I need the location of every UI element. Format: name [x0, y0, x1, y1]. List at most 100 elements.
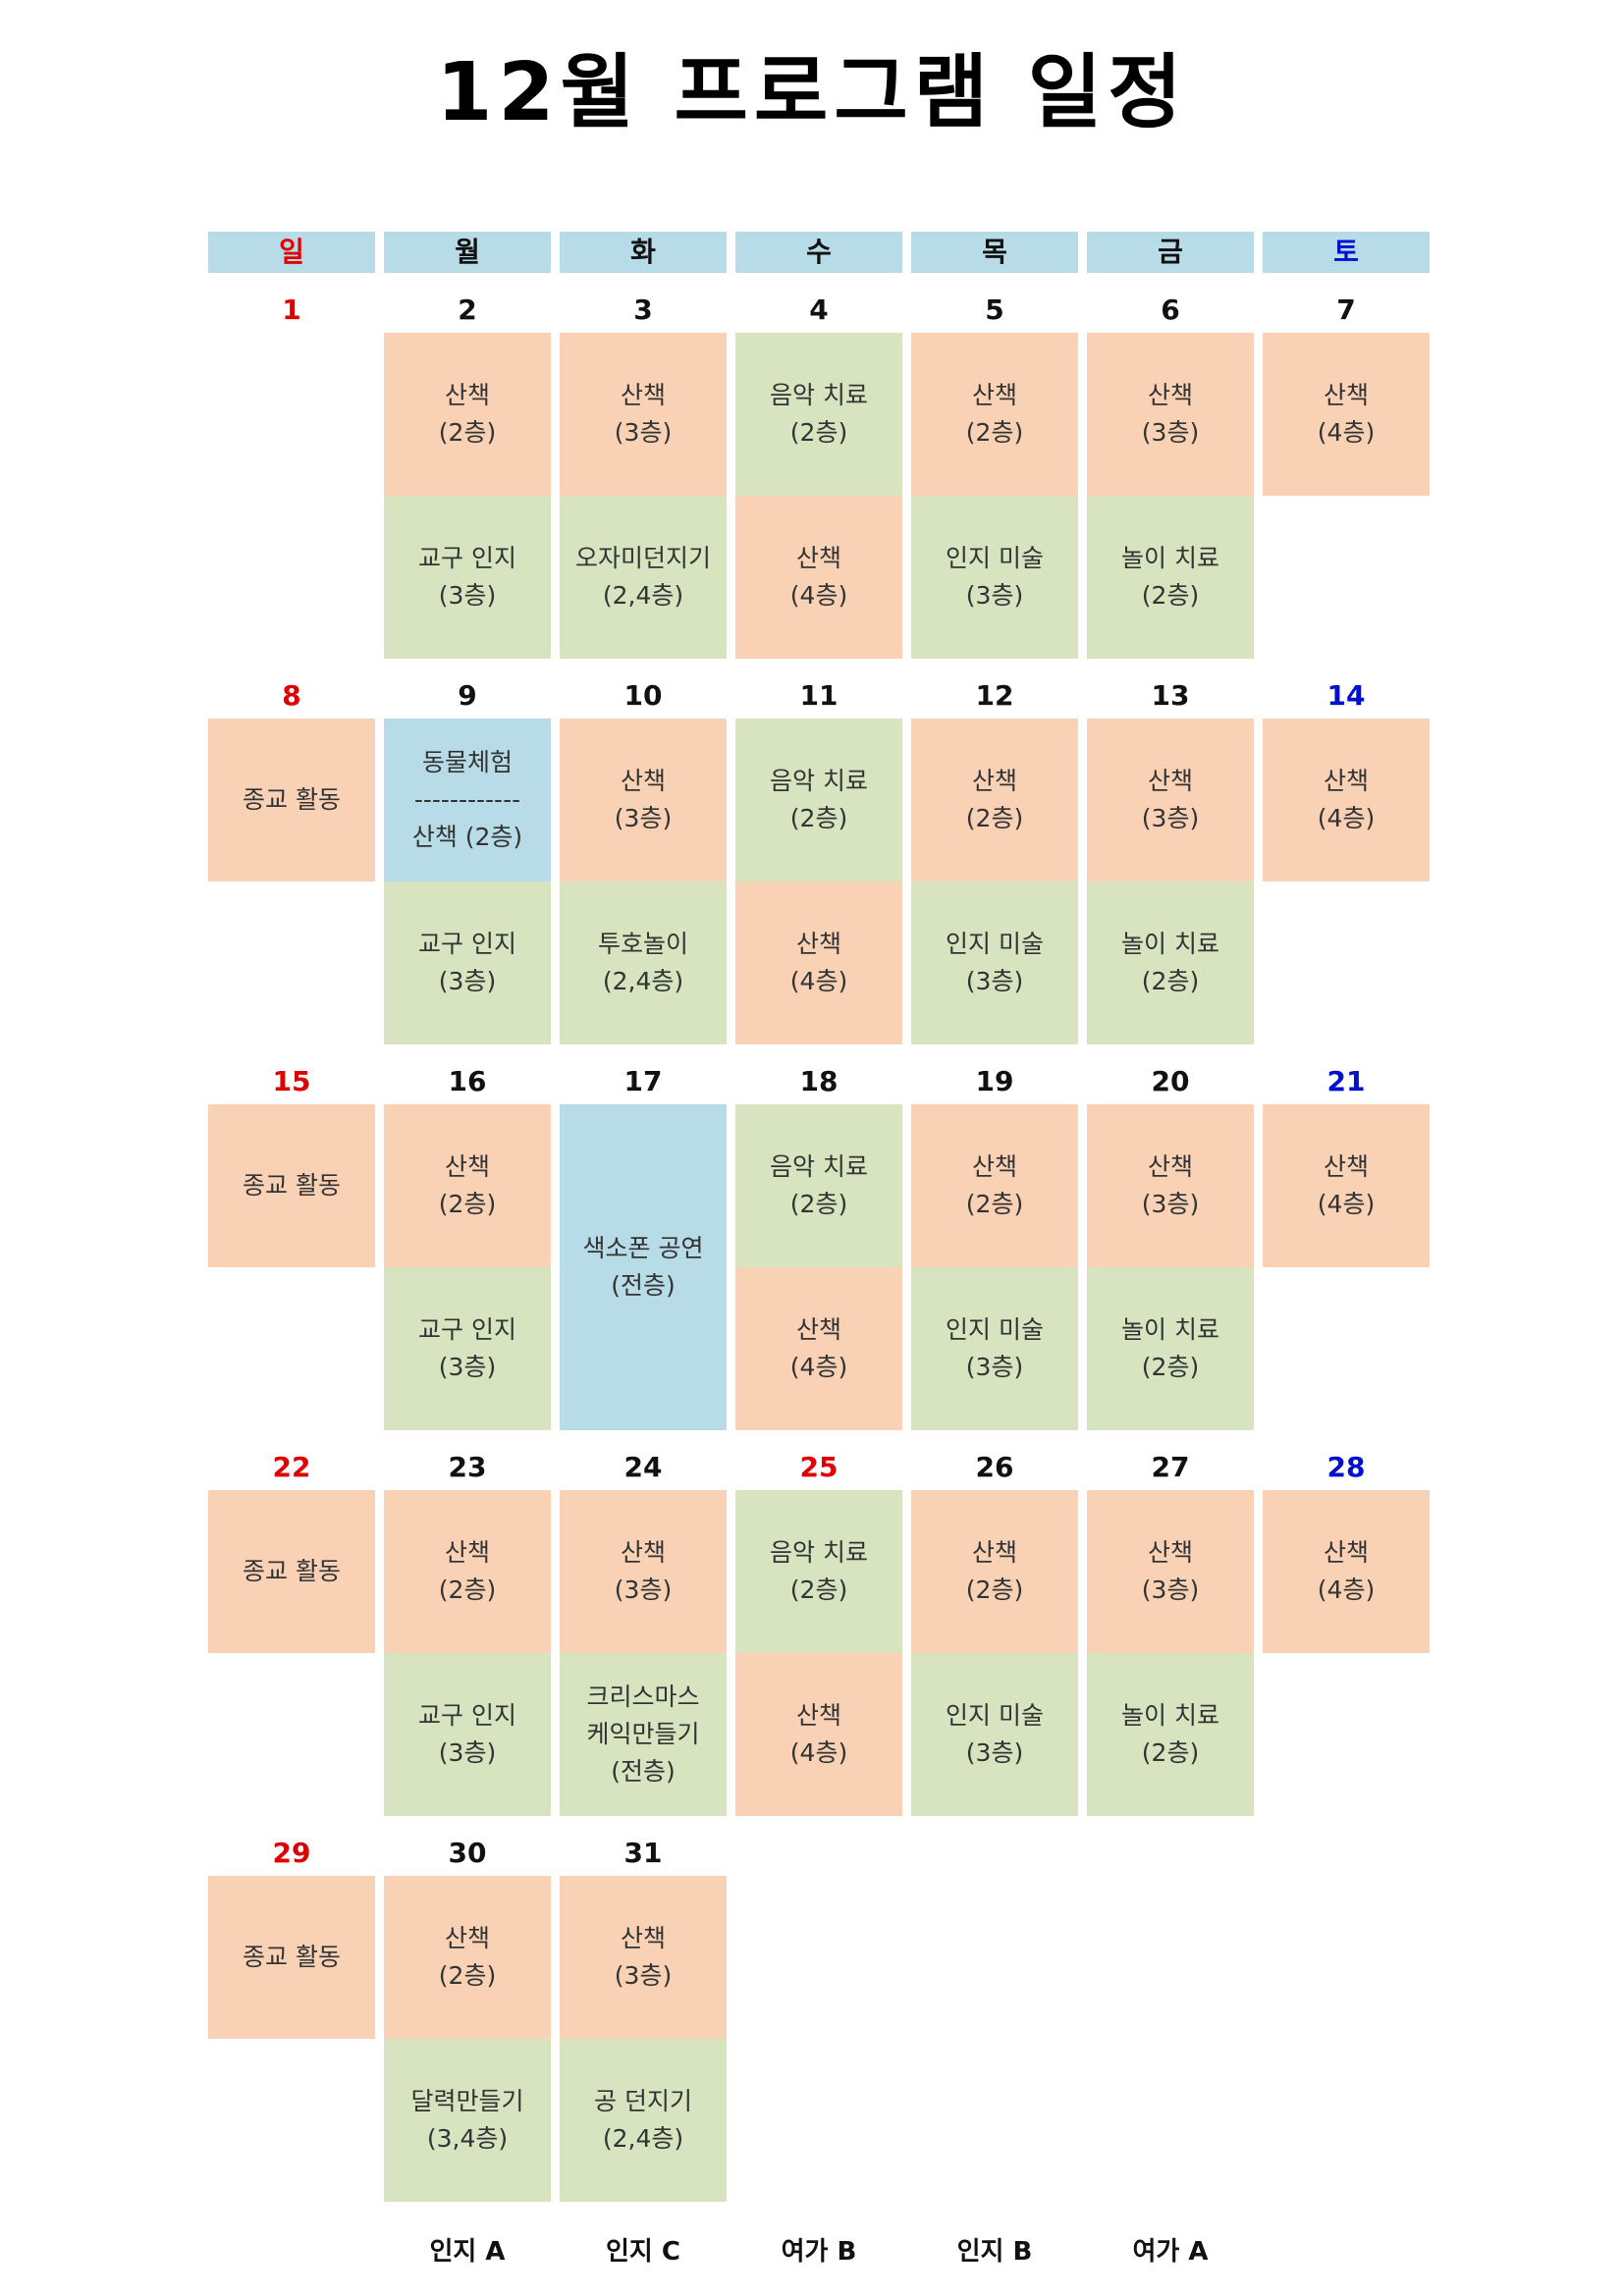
weekday-sunday: 일 — [208, 232, 375, 273]
date-number: 7 — [1336, 294, 1356, 326]
program-label: 크리스마스 케익만들기 (전층) — [586, 1682, 700, 1786]
program-label: 종교 활동 — [243, 1557, 341, 1585]
program-cell: 산책 (3층) — [560, 719, 727, 881]
program-label: 산책 (2층) — [438, 1924, 497, 1990]
program-label: 종교 활동 — [243, 1171, 341, 1200]
program-label: 산책 (4층) — [789, 930, 848, 995]
program-cell: 산책 (2층) — [384, 1490, 551, 1653]
program-cell: 산책 (4층) — [735, 496, 902, 659]
program-cell: 산책 (4층) — [735, 1267, 902, 1430]
program-label: 산책 (4층) — [1317, 767, 1376, 832]
date-number: 11 — [799, 679, 839, 712]
program-label: 음악 치료 (2층) — [770, 1538, 868, 1604]
page-title: 12월 프로그램 일정 — [436, 46, 1188, 139]
program-cell: 달력만들기 (3,4층) — [384, 2039, 551, 2202]
program-label: 달력만들기 (3,4층) — [410, 2087, 524, 2153]
program-label: 산책 (3층) — [614, 1538, 673, 1604]
program-cell: 인지 미술 (3층) — [911, 1267, 1078, 1430]
program-cell: 인지 미술 (3층) — [911, 881, 1078, 1044]
group-label: 인지 B — [956, 2237, 1033, 2267]
program-label: 산책 (2층) — [438, 381, 497, 447]
date-number: 19 — [975, 1065, 1014, 1097]
date-number: 14 — [1326, 679, 1366, 712]
program-label: 산책 (3층) — [1141, 1152, 1200, 1218]
date-number: 28 — [1326, 1451, 1366, 1483]
program-label: 산책 (2층) — [965, 1538, 1024, 1604]
program-label: 산책 (3층) — [614, 767, 673, 832]
date-number: 12 — [975, 679, 1014, 712]
program-cell: 산책 (4층) — [735, 881, 902, 1044]
program-cell: 인지 미술 (3층) — [911, 1653, 1078, 1816]
program-cell: 놀이 치료 (2층) — [1087, 1653, 1254, 1816]
program-label: 동물체험 ------------ 산책 (2층) — [411, 748, 523, 851]
program-cell: 산책 (3층) — [1087, 719, 1254, 881]
program-cell: 교구 인지 (3층) — [384, 1653, 551, 1816]
weekday-thursday: 목 — [911, 232, 1078, 273]
program-cell: 산책 (2층) — [384, 333, 551, 496]
program-cell: 산책 (4층) — [1263, 719, 1430, 881]
date-number: 1 — [282, 294, 301, 326]
program-cell: 산책 (2층) — [911, 719, 1078, 881]
program-cell: 놀이 치료 (2층) — [1087, 1267, 1254, 1430]
program-label: 인지 미술 (3층) — [946, 544, 1044, 610]
weekday-friday: 금 — [1087, 232, 1254, 273]
program-label: 산책 (4층) — [1317, 1152, 1376, 1218]
program-label: 음악 치료 (2층) — [770, 381, 868, 447]
program-label: 산책 (4층) — [789, 544, 848, 610]
program-cell: 투호놀이 (2,4층) — [560, 881, 727, 1044]
program-label: 인지 미술 (3층) — [946, 930, 1044, 995]
date-number — [911, 1834, 1078, 1873]
program-label: 투호놀이 (2,4층) — [597, 930, 688, 995]
program-label: 산책 (4층) — [789, 1701, 848, 1767]
program-cell: 크리스마스 케익만들기 (전층) — [560, 1653, 727, 1816]
program-cell: 놀이 치료 (2층) — [1087, 881, 1254, 1044]
program-cell: 음악 치료 (2층) — [735, 333, 902, 496]
program-cell: 산책 (4층) — [1263, 1104, 1430, 1267]
calendar-grid: 일 월 화 수 목 금 토 1 2 3 4 5 6 7 산책 (2층) 교구 인지 (3층) 산책… — [208, 232, 1430, 2215]
program-cell: 색소폰 공연 (전층) — [560, 1104, 727, 1430]
program-cell: 동물체험 ------------ 산책 (2층) — [384, 719, 551, 881]
program-cell: 종교 활동 — [208, 1490, 375, 1653]
program-label: 산책 (2층) — [965, 381, 1024, 447]
program-cell: 오자미던지기 (2,4층) — [560, 496, 727, 659]
program-cell: 산책 (2층) — [911, 333, 1078, 496]
date-number: 16 — [448, 1065, 487, 1097]
group-label: 여가 A — [1132, 2237, 1209, 2267]
program-cell: 산책 (4층) — [1263, 333, 1430, 496]
program-label: 산책 (2층) — [438, 1152, 497, 1218]
program-cell: 산책 (4층) — [735, 1653, 902, 1816]
program-label: 인지 미술 (3층) — [946, 1701, 1044, 1767]
date-number: 2 — [458, 294, 477, 326]
program-cell: 인지 미술 (3층) — [911, 496, 1078, 659]
date-number: 8 — [282, 679, 301, 712]
program-label: 놀이 치료 (2층) — [1121, 1701, 1219, 1767]
date-number: 22 — [272, 1451, 311, 1483]
date-number: 29 — [272, 1837, 311, 1869]
program-label: 오자미던지기 (2,4층) — [574, 544, 711, 610]
program-cell: 종교 활동 — [208, 1104, 375, 1267]
program-cell: 음악 치료 (2층) — [735, 1490, 902, 1653]
program-cell: 놀이 치료 (2층) — [1087, 496, 1254, 659]
group-label: 인지 C — [606, 2237, 680, 2267]
date-number: 10 — [623, 679, 663, 712]
program-cell: 산책 (2층) — [911, 1104, 1078, 1267]
date-number: 21 — [1326, 1065, 1366, 1097]
date-number: 15 — [272, 1065, 311, 1097]
program-cell: 산책 (2층) — [911, 1490, 1078, 1653]
program-cell: 산책 (2층) — [384, 1104, 551, 1267]
program-label: 음악 치료 (2층) — [770, 1152, 868, 1218]
group-label: 여가 B — [781, 2237, 857, 2267]
program-cell: 음악 치료 (2층) — [735, 719, 902, 881]
program-cell: 음악 치료 (2층) — [735, 1104, 902, 1267]
program-cell: 산책 (3층) — [560, 1490, 727, 1653]
date-number: 17 — [623, 1065, 663, 1097]
program-cell: 종교 활동 — [208, 719, 375, 881]
date-number: 5 — [985, 294, 1004, 326]
program-label: 종교 활동 — [243, 785, 341, 814]
date-number — [1263, 1834, 1430, 1873]
program-label: 교구 인지 (3층) — [418, 930, 516, 995]
program-cell: 산책 (3층) — [560, 333, 727, 496]
weekday-tuesday: 화 — [560, 232, 727, 273]
program-cell: 산책 (3층) — [1087, 1490, 1254, 1653]
program-label: 산책 (2층) — [965, 767, 1024, 832]
